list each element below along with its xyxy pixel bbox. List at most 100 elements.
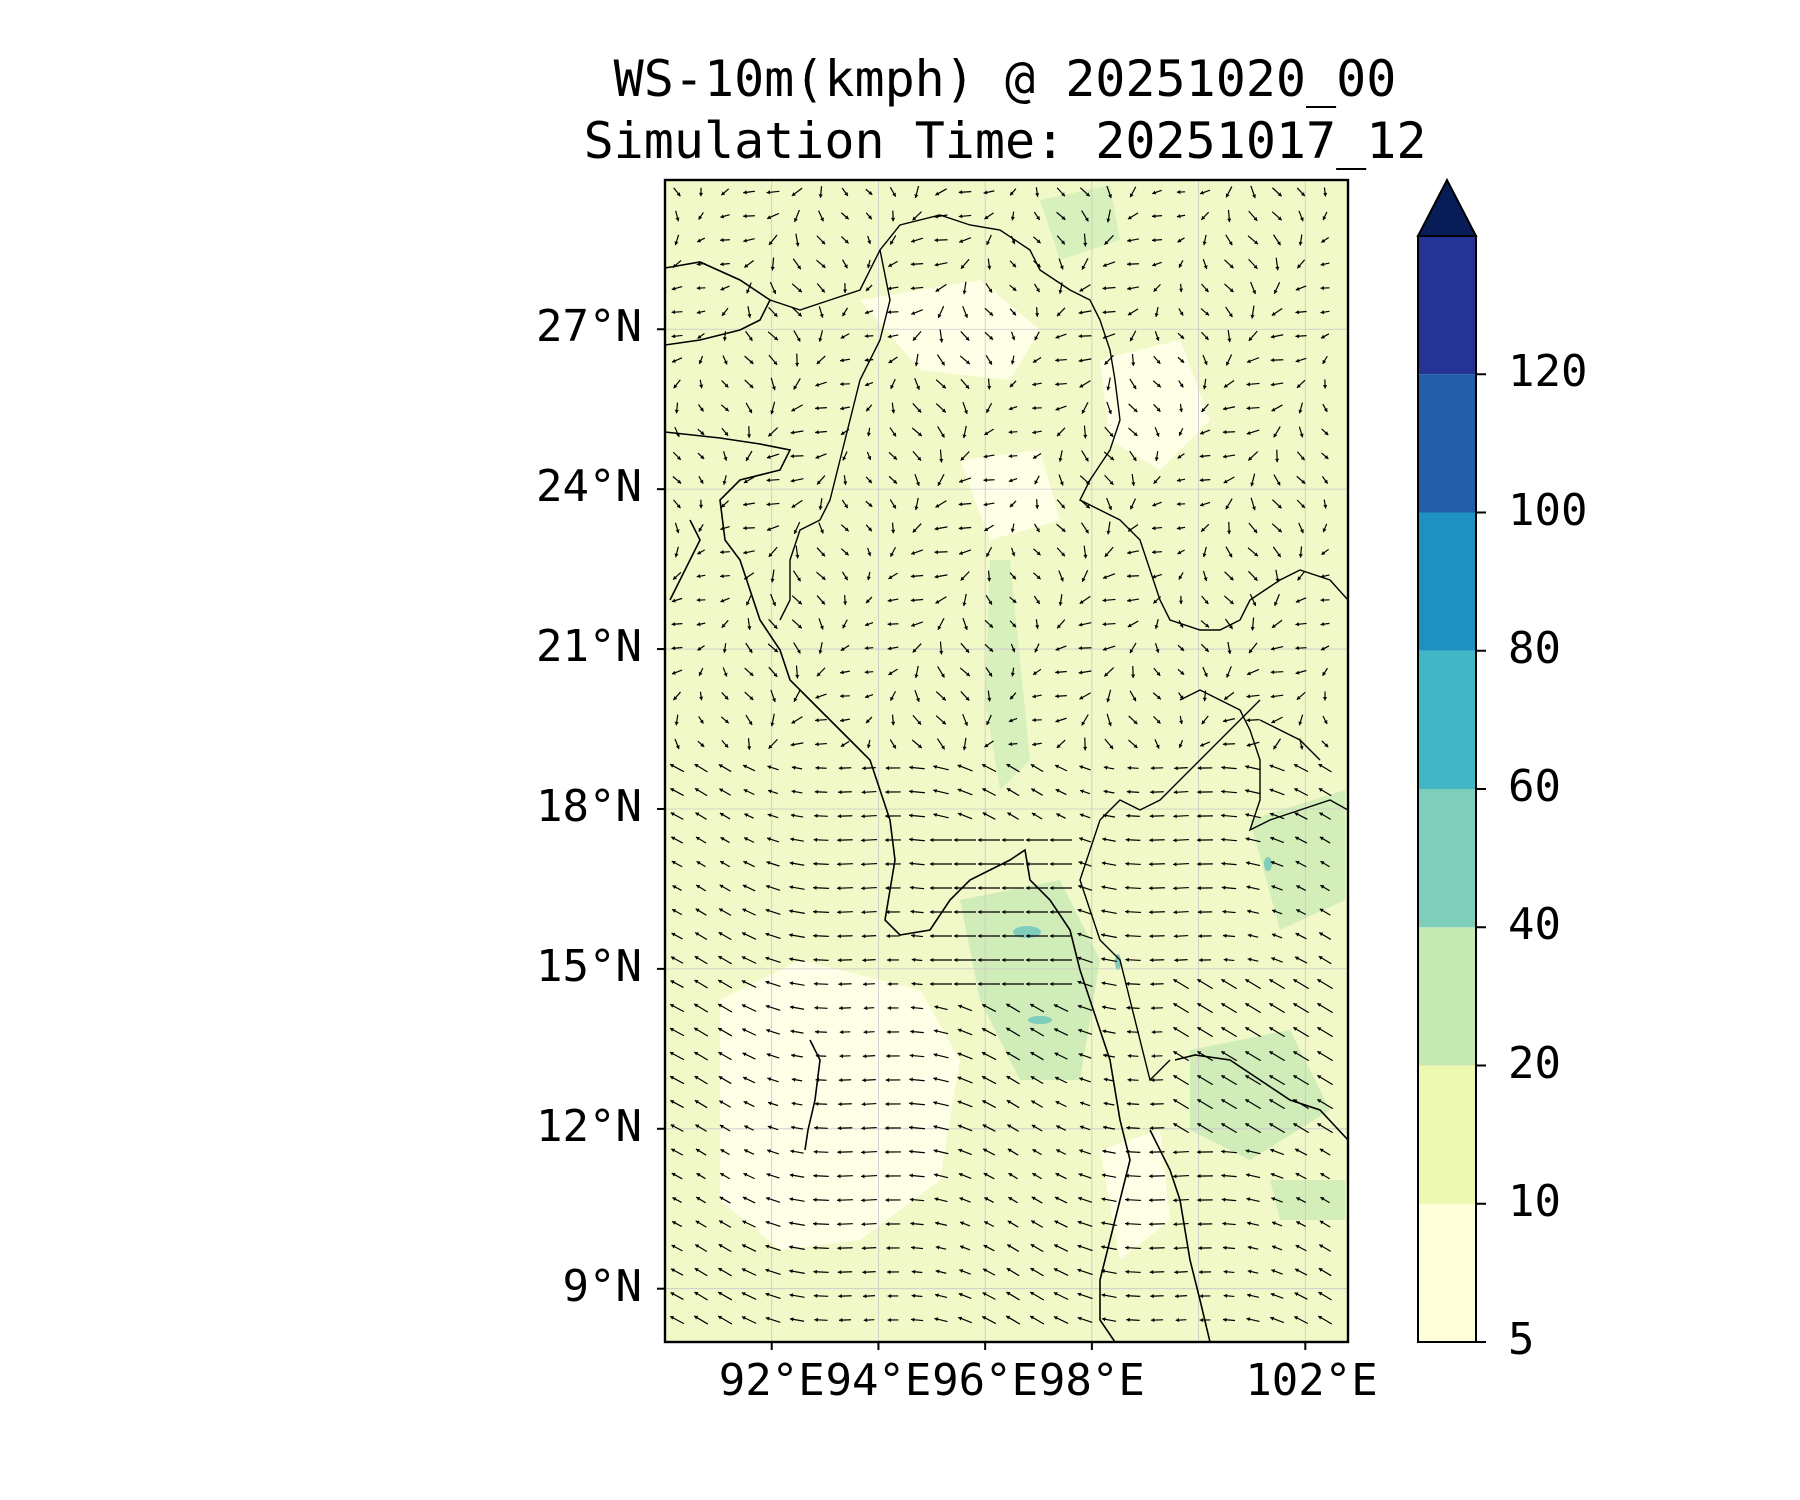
wind-arrow	[1053, 1316, 1069, 1324]
wind-arrow	[910, 286, 924, 291]
wind-arrow	[1103, 1077, 1115, 1082]
wind-arrow	[1245, 837, 1261, 843]
wind-arrow	[1007, 1148, 1019, 1156]
wind-arrow	[741, 956, 757, 964]
lat-tick-label: 9°N	[562, 1260, 642, 1312]
wind-arrow	[1035, 499, 1040, 509]
wind-arrow	[1179, 403, 1184, 413]
wind-arrow	[962, 281, 967, 295]
wind-arrow	[982, 812, 996, 820]
wind-arrow	[1006, 763, 1020, 773]
wind-arrow	[818, 330, 824, 342]
wind-arrow	[1295, 932, 1307, 940]
wind-arrow	[722, 331, 727, 341]
wind-arrow	[1248, 642, 1258, 654]
wind-arrow	[741, 1244, 757, 1252]
wind-arrow	[981, 763, 997, 773]
wind-arrow	[933, 764, 949, 771]
wind-arrow	[791, 595, 803, 605]
wind-arrow	[768, 306, 778, 318]
wind-arrow	[1227, 329, 1232, 343]
wind-arrow	[962, 737, 967, 751]
wind-arrow	[1199, 429, 1211, 435]
wind-arrow	[1246, 668, 1260, 676]
wind-arrow	[1078, 837, 1092, 843]
wind-arrow	[1083, 233, 1088, 247]
wind-arrow	[1293, 763, 1309, 773]
wind-arrow	[982, 1292, 996, 1300]
wind-arrow	[1128, 427, 1138, 437]
wind-arrow	[671, 357, 683, 363]
wind-arrow	[840, 644, 850, 652]
wind-arrow	[984, 1197, 994, 1203]
wind-arrow	[934, 238, 948, 243]
wind-arrow	[1009, 596, 1017, 604]
wind-arrow	[1246, 718, 1260, 723]
wind-arrow	[887, 1005, 899, 1011]
wind-arrow	[1032, 717, 1042, 723]
wind-arrow	[1177, 644, 1185, 652]
wind-arrow	[1322, 667, 1328, 677]
wind-arrow	[987, 258, 992, 270]
wind-arrow	[717, 1315, 733, 1325]
wind-arrow	[910, 1317, 924, 1322]
wind-arrow	[1245, 813, 1261, 819]
wind-arrow	[911, 957, 923, 962]
wind-arrow	[1292, 1074, 1310, 1086]
wind-arrow	[865, 188, 873, 196]
wind-arrow	[837, 1126, 853, 1131]
wind-arrow	[1248, 330, 1258, 342]
wind-arrow	[789, 1317, 805, 1322]
wind-arrow	[1268, 978, 1286, 990]
wind-arrow	[791, 1101, 803, 1106]
wind-arrow	[1244, 1026, 1262, 1038]
wind-arrow	[789, 933, 805, 938]
wind-arrow	[1032, 430, 1042, 435]
wind-arrow	[1226, 666, 1232, 678]
wind-arrow	[1222, 742, 1236, 747]
wind-arrow	[789, 957, 805, 962]
wind-arrow	[911, 1293, 923, 1298]
wind-arrow	[1008, 430, 1018, 435]
wind-arrow	[1316, 1074, 1334, 1086]
wind-arrow	[745, 594, 753, 606]
wind-arrow	[1125, 1197, 1141, 1202]
wind-arrow	[717, 1027, 733, 1037]
wind-arrow	[1178, 260, 1184, 268]
wind-arrow	[910, 1245, 924, 1250]
wind-arrow	[861, 1150, 877, 1155]
wind-arrow	[1316, 1026, 1334, 1038]
wind-arrow	[1202, 570, 1208, 582]
wind-arrow	[1081, 450, 1089, 462]
wind-arrow	[1323, 187, 1328, 197]
wind-arrow	[1223, 957, 1235, 962]
wind-arrow	[1295, 1172, 1307, 1180]
wind-arrow	[1055, 382, 1067, 387]
wind-arrow	[672, 885, 682, 891]
wind-arrow	[1127, 550, 1139, 555]
wind-arrow	[1322, 691, 1328, 701]
wind-arrow	[914, 185, 920, 199]
wind-arrow	[962, 617, 968, 631]
wind-arrow	[861, 790, 877, 795]
wind-arrow	[958, 477, 972, 483]
wind-arrow	[985, 546, 993, 558]
wind-arrow	[933, 1149, 949, 1155]
wind-arrow	[1270, 382, 1284, 387]
wind-arrow	[912, 330, 922, 342]
wind-arrow	[1054, 1076, 1068, 1084]
wind-arrow	[888, 260, 898, 268]
wind-arrow	[1320, 597, 1330, 603]
wind-arrow	[910, 909, 924, 914]
wind-arrow	[1149, 910, 1165, 915]
wind-arrow	[1244, 1002, 1262, 1014]
wind-arrow	[1220, 1002, 1238, 1014]
wind-arrow	[1298, 402, 1303, 414]
wind-arrow	[1250, 473, 1256, 487]
wind-arrow	[840, 548, 850, 556]
colorbar-segment	[1418, 789, 1476, 928]
wind-arrow	[720, 1148, 730, 1156]
wind-arrow	[1246, 694, 1260, 699]
wind-arrow	[1245, 1149, 1261, 1155]
wind-arrow	[814, 1005, 828, 1010]
